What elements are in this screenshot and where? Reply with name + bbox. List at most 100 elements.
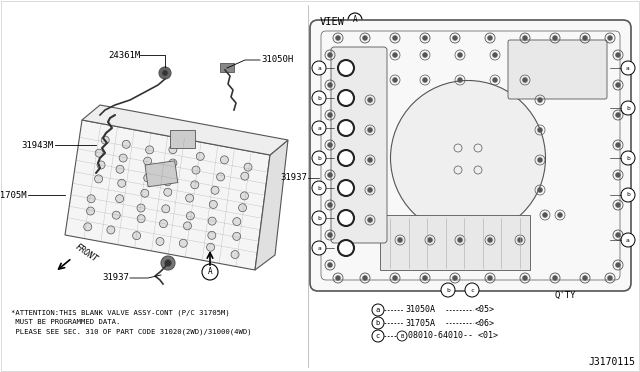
Circle shape bbox=[538, 128, 543, 132]
Circle shape bbox=[312, 181, 326, 195]
Circle shape bbox=[107, 226, 115, 234]
Circle shape bbox=[184, 222, 191, 230]
Circle shape bbox=[116, 165, 124, 173]
Circle shape bbox=[392, 52, 397, 58]
Circle shape bbox=[616, 232, 621, 237]
Circle shape bbox=[179, 239, 188, 247]
Circle shape bbox=[112, 211, 120, 219]
Circle shape bbox=[328, 263, 333, 267]
Circle shape bbox=[441, 283, 455, 297]
Circle shape bbox=[397, 331, 407, 341]
Circle shape bbox=[169, 159, 177, 167]
Text: 31050H: 31050H bbox=[261, 55, 293, 64]
Text: b: b bbox=[626, 106, 630, 110]
Text: b: b bbox=[317, 155, 321, 160]
Circle shape bbox=[116, 195, 124, 203]
Polygon shape bbox=[255, 140, 288, 270]
Circle shape bbox=[164, 260, 172, 266]
Circle shape bbox=[233, 232, 241, 240]
Circle shape bbox=[582, 276, 588, 280]
Text: b: b bbox=[626, 192, 630, 198]
Circle shape bbox=[162, 70, 168, 76]
Circle shape bbox=[493, 52, 497, 58]
Circle shape bbox=[338, 210, 354, 226]
Circle shape bbox=[328, 173, 333, 177]
Circle shape bbox=[196, 153, 204, 160]
Circle shape bbox=[616, 202, 621, 208]
Circle shape bbox=[538, 97, 543, 103]
Text: c: c bbox=[376, 333, 380, 339]
Text: 31050A: 31050A bbox=[405, 305, 435, 314]
Circle shape bbox=[616, 112, 621, 118]
Circle shape bbox=[137, 215, 145, 223]
Circle shape bbox=[452, 276, 458, 280]
Circle shape bbox=[328, 83, 333, 87]
Circle shape bbox=[488, 276, 493, 280]
Text: b: b bbox=[317, 186, 321, 190]
Circle shape bbox=[552, 276, 557, 280]
FancyBboxPatch shape bbox=[508, 40, 607, 99]
Circle shape bbox=[452, 35, 458, 41]
Ellipse shape bbox=[390, 80, 545, 235]
Text: a: a bbox=[626, 65, 630, 71]
Circle shape bbox=[209, 201, 218, 208]
Circle shape bbox=[312, 61, 326, 75]
Text: b: b bbox=[317, 96, 321, 100]
Circle shape bbox=[162, 205, 170, 213]
Circle shape bbox=[208, 217, 216, 225]
Circle shape bbox=[146, 146, 154, 154]
Circle shape bbox=[422, 35, 428, 41]
Text: A: A bbox=[208, 267, 212, 276]
Text: b: b bbox=[626, 155, 630, 160]
Circle shape bbox=[621, 233, 635, 247]
Circle shape bbox=[422, 77, 428, 83]
Circle shape bbox=[191, 181, 199, 189]
Text: 31943M: 31943M bbox=[22, 141, 54, 150]
Polygon shape bbox=[82, 105, 288, 155]
Circle shape bbox=[392, 276, 397, 280]
Circle shape bbox=[207, 243, 214, 251]
Text: 24361M: 24361M bbox=[109, 51, 141, 60]
Circle shape bbox=[543, 212, 547, 218]
Text: c: c bbox=[470, 288, 474, 292]
Circle shape bbox=[192, 166, 200, 174]
Circle shape bbox=[328, 142, 333, 148]
Text: a: a bbox=[376, 307, 380, 313]
Circle shape bbox=[372, 304, 384, 316]
Circle shape bbox=[335, 276, 340, 280]
Bar bbox=[170, 130, 195, 148]
Circle shape bbox=[367, 187, 372, 192]
Circle shape bbox=[338, 60, 354, 76]
Text: 31937: 31937 bbox=[102, 273, 129, 282]
Circle shape bbox=[241, 172, 249, 180]
Circle shape bbox=[241, 192, 248, 200]
Circle shape bbox=[335, 35, 340, 41]
Circle shape bbox=[616, 142, 621, 148]
Circle shape bbox=[607, 276, 612, 280]
Circle shape bbox=[118, 179, 125, 187]
Circle shape bbox=[362, 276, 367, 280]
Circle shape bbox=[161, 256, 175, 270]
Circle shape bbox=[233, 218, 241, 225]
Circle shape bbox=[144, 174, 152, 182]
Circle shape bbox=[362, 35, 367, 41]
Circle shape bbox=[522, 35, 527, 41]
Text: *ATTENTION:THIS BLANK VALVE ASSY-CONT (P/C 31705M)
 MUST BE PROGRAMMED DATA.
 PL: *ATTENTION:THIS BLANK VALVE ASSY-CONT (P… bbox=[12, 310, 252, 335]
Text: b: b bbox=[446, 288, 450, 292]
Circle shape bbox=[616, 52, 621, 58]
Circle shape bbox=[552, 35, 557, 41]
Circle shape bbox=[328, 232, 333, 237]
Circle shape bbox=[312, 91, 326, 105]
Circle shape bbox=[164, 178, 172, 186]
Circle shape bbox=[312, 211, 326, 225]
Circle shape bbox=[159, 67, 171, 79]
Circle shape bbox=[458, 77, 463, 83]
Circle shape bbox=[338, 120, 354, 136]
Circle shape bbox=[338, 90, 354, 106]
Circle shape bbox=[488, 237, 493, 243]
Circle shape bbox=[159, 220, 168, 228]
Circle shape bbox=[137, 204, 145, 212]
Circle shape bbox=[367, 218, 372, 222]
Circle shape bbox=[522, 77, 527, 83]
Circle shape bbox=[186, 212, 195, 220]
